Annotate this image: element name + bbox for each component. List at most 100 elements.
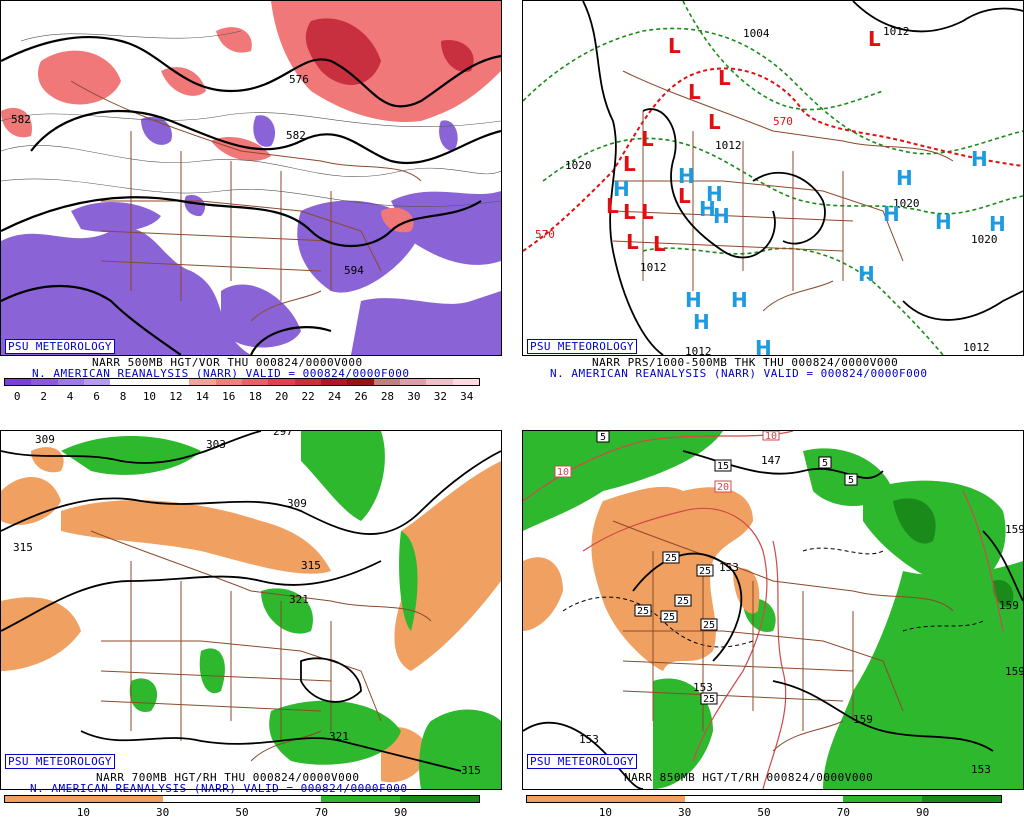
colorbar-tick: 70 [314,806,328,819]
panel-500mb-vorticity: 582 576 582 594 PSU METEOROLOGY NARR 500… [0,0,502,406]
height-labels: 147 153 153 159 159 159 153 153 159 [579,454,1023,776]
colorbar-segment [241,379,269,385]
rh-dashed-contours [562,547,984,648]
temp-label-box: 5 [818,456,832,469]
colorbar-tick: 30 [678,806,692,819]
map-500mb-svg: 582 576 582 594 [1,1,501,355]
colorbar-tick: 24 [327,390,342,403]
high-center: H [693,310,710,334]
high-center: H [613,177,630,201]
contour-label: 159 [1005,665,1023,678]
political-boundaries [90,530,432,762]
panel-caption: NARR 700MB HGT/RH THU 000824/0000V000 [96,771,360,784]
negative-vorticity-areas [1,115,501,355]
temp-label: 25 [699,566,711,577]
rh-colorbar-ticks: 10 30 50 70 90 [526,806,1002,819]
dry-areas [1,447,501,783]
colorbar-tick: 32 [433,390,447,403]
colorbar-segment [5,379,32,385]
panel-caption: NARR 500MB HGT/VOR THU 000824/0000V000 [92,356,363,369]
colorbar-segment [57,379,84,385]
colorbar-segment [347,379,374,385]
temp-label-box: 20 [714,480,732,493]
colorbar-tick: 70 [836,806,850,819]
contour-label: 315 [13,541,33,554]
panel-caption: NARR PRS/1000-500MB THK THU 000824/0000V… [592,356,899,369]
high-center: H [713,204,730,228]
temp-label: 5 [822,458,828,469]
panel-850mb-temp-rh: 147 153 153 159 159 159 153 153 159 5 10… [522,413,1024,819]
colorbar-tick: 10 [142,390,157,403]
colorbar-tick: 14 [195,390,209,403]
temp-label-box: 10 [762,431,780,442]
psu-watermark: PSU METEOROLOGY [527,339,637,354]
temp-label: 25 [703,694,715,705]
temp-label-box: 25 [700,692,718,705]
temperature-labels: 5 10 15 20 5 5 25 25 25 25 25 25 25 10 [554,431,858,705]
temp-label-box: 10 [554,465,572,478]
colorbar-tick: 50 [757,806,771,819]
map-700mb-svg: 309 303 297 309 315 315 321 321 315 [1,431,501,789]
temp-label: 10 [557,467,569,478]
temp-label-box: 25 [674,594,692,607]
panel-700mb-rh: 309 303 297 309 315 315 321 321 315 PSU … [0,413,502,819]
contour-label: 309 [35,433,55,446]
isobar-label: 1004 [743,27,770,40]
contour-label: 315 [301,559,321,572]
high-center: H [896,166,913,190]
high-center: H [858,262,875,286]
isobar-label: 1020 [565,159,592,172]
height-contours [1,431,501,772]
high-center: H [731,288,748,312]
isobar-label: 1012 [883,25,910,38]
psu-watermark: PSU METEOROLOGY [5,754,115,769]
temp-label: 25 [677,596,689,607]
isobar-label: 1020 [893,197,920,210]
map-850mb: 147 153 153 159 159 159 153 153 159 5 10… [522,430,1024,790]
high-center: H [935,210,952,234]
map-850mb-svg: 147 153 153 159 159 159 153 153 159 5 10… [523,431,1023,789]
isobar-label: 1012 [685,345,712,355]
temp-label: 25 [665,553,677,564]
contour-label: 153 [579,733,599,746]
low-center: L [868,27,881,51]
colorbar-segment [110,379,137,385]
colorbar-tick: 18 [248,390,262,403]
colorbar-tick: 20 [275,390,289,403]
map-pressure-svg: 1004 1012 1020 1012 1012 1020 1020 1012 … [523,1,1023,355]
height-contours [1,35,501,355]
colorbar-segment [83,379,111,385]
temp-label: 15 [717,461,729,472]
low-pressure-centers: L L L L L L L L L L L L L [606,27,881,256]
colorbar-segment [373,379,400,385]
low-center: L [626,230,639,254]
isobar-label: 1020 [971,233,998,246]
colorbar-tick: 0 [13,390,21,403]
colorbar-tick: 50 [235,806,249,819]
panel-pressure-thickness: 1004 1012 1020 1012 1012 1020 1020 1012 … [522,0,1024,406]
high-center: H [883,202,900,226]
strong-vorticity-cores [305,18,474,85]
contour-labels: 309 303 297 309 315 315 321 321 315 [13,431,481,777]
political-boundaries [612,70,954,312]
contour-label: 303 [206,438,226,451]
temp-label: 5 [600,432,606,443]
colorbar-segment [136,379,163,385]
contour-label: 315 [461,764,481,777]
colorbar-tick: 90 [394,806,408,819]
contour-label: 309 [287,497,307,510]
high-pressure-centers: H H H H H H H H H H H H H H H [613,147,1006,355]
colorbar-tick: 34 [460,390,474,403]
temp-label-box: 25 [662,551,680,564]
panel-subcaption: N. AMERICAN REANALYSIS (NARR) VALID = 00… [550,367,928,380]
high-center: H [685,288,702,312]
contour-label: 147 [761,454,781,467]
very-moist-areas [893,498,1014,607]
colorbar-tick: 30 [156,806,170,819]
panel-caption: NARR 850MB HGT/T/RH 000824/0000V000 [624,771,874,784]
colorbar-tick: 26 [354,390,368,403]
temp-label-box: 25 [700,618,718,631]
colorbar-tick: 30 [407,390,421,403]
low-center: L [623,152,636,176]
colorbar-tick: 90 [916,806,930,819]
